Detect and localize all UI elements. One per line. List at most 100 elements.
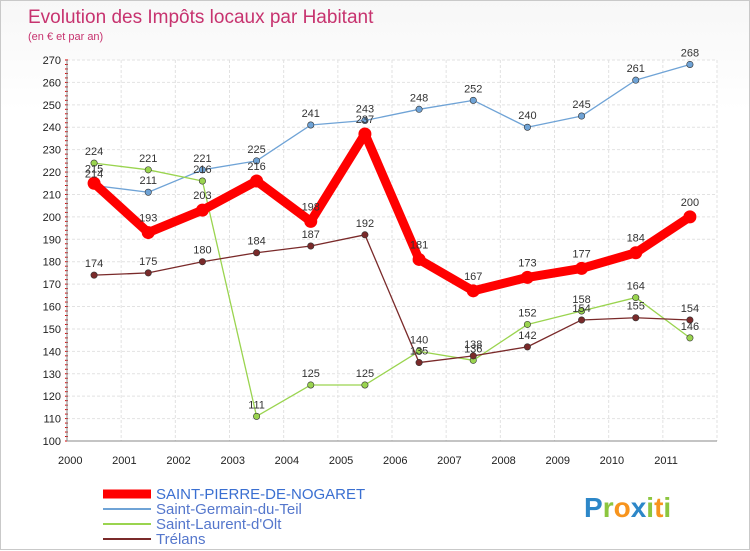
data-point [307,121,315,129]
x-tick-label: 2001 [112,455,136,467]
data-label: 221 [139,153,157,165]
data-label: 142 [518,330,536,342]
data-label: 193 [139,213,157,225]
data-label: 214 [85,169,103,181]
data-label: 240 [518,110,536,122]
data-label: 175 [139,256,157,268]
data-label: 154 [572,303,590,315]
data-label: 155 [627,301,645,313]
chart-subtitle: (en € et par an) [28,31,103,43]
y-tick-label: 140 [43,346,61,358]
data-point [523,343,531,351]
y-tick-label: 200 [43,212,61,224]
y-tick-label: 220 [43,167,61,179]
data-label: 187 [302,229,320,241]
data-point [90,159,98,167]
series-3 [90,231,694,367]
x-tick-label: 2000 [58,455,82,467]
y-tick-label: 260 [43,77,61,89]
data-label: 268 [681,47,699,59]
data-label: 216 [193,164,211,176]
data-point [361,117,369,125]
data-point [253,157,261,165]
data-point [523,320,531,328]
data-point [415,347,423,355]
data-point [469,96,477,104]
data-label: 248 [410,92,428,104]
legend-label: Saint-Laurent-d'Olt [156,516,282,533]
data-point [632,294,640,302]
data-label: 192 [356,218,374,230]
series-line [93,63,691,193]
data-label: 136 [464,343,482,355]
data-label: 224 [85,146,103,158]
data-label: 203 [193,190,211,202]
data-point [629,246,643,260]
legend-label: Trélans [156,531,205,548]
data-label: 211 [139,175,157,187]
data-label: 125 [302,368,320,380]
data-labels: 214 211 221 225 241 243 248 252 240 245 261 268 224 2… [85,47,699,411]
data-label: 221 [193,153,211,165]
series-line [93,162,691,417]
x-tick-label: 2002 [166,455,190,467]
data-point [523,123,531,131]
logo-letter: x [631,492,647,523]
data-point [469,352,477,360]
data-label: 125 [356,368,374,380]
data-label: 243 [356,104,374,116]
data-point [144,269,152,277]
data-label: 198 [302,201,320,213]
legend: SAINT-PIERRE-DE-NOGARETSaint-Germain-du-… [103,486,365,548]
data-label: 135 [410,346,428,358]
data-point [520,270,534,284]
data-point [361,381,369,389]
data-label: 252 [464,83,482,95]
y-tick-label: 210 [43,189,61,201]
data-point [198,166,206,174]
x-tick-label: 2007 [437,455,461,467]
y-tick-label: 150 [43,324,61,336]
data-point [253,249,261,257]
data-point [632,76,640,84]
data-label: 215 [85,163,103,175]
logo-letter: i [663,492,671,523]
data-point [90,271,98,279]
logo-letter: o [614,492,631,523]
y-tick-label: 180 [43,257,61,269]
logo-letter: t [654,492,663,523]
data-point [415,359,423,367]
series-layer [87,60,697,420]
logo-letter: i [646,492,654,523]
data-label: 200 [681,197,699,209]
x-tick-label: 2011 [654,455,678,467]
data-point [198,177,206,185]
data-point [578,112,586,120]
axes: 100 110 120 130 140 150 160 170 180 190 200 210 220 2… [43,55,717,467]
data-label: 180 [193,245,211,257]
data-point [412,252,426,266]
data-label: 241 [302,108,320,120]
series-main [87,127,697,298]
data-label: 152 [518,307,536,319]
x-tick-label: 2008 [491,455,515,467]
y-tick-label: 120 [43,391,61,403]
data-label: 167 [464,271,482,283]
data-label: 111 [248,399,265,411]
data-point [578,316,586,324]
x-tick-label: 2003 [221,455,245,467]
data-label: 154 [681,303,699,315]
x-tick-label: 2010 [600,455,624,467]
data-label: 184 [627,233,645,245]
data-label: 245 [572,99,590,111]
data-point [358,127,372,141]
y-tick-label: 240 [43,122,61,134]
data-point [361,231,369,239]
series-line [89,129,695,296]
data-label: 140 [410,334,428,346]
y-tick-label: 160 [43,302,61,314]
data-point [87,176,101,190]
data-point [141,226,155,240]
data-label: 164 [627,281,645,293]
legend-label: Saint-Germain-du-Teil [156,501,302,518]
